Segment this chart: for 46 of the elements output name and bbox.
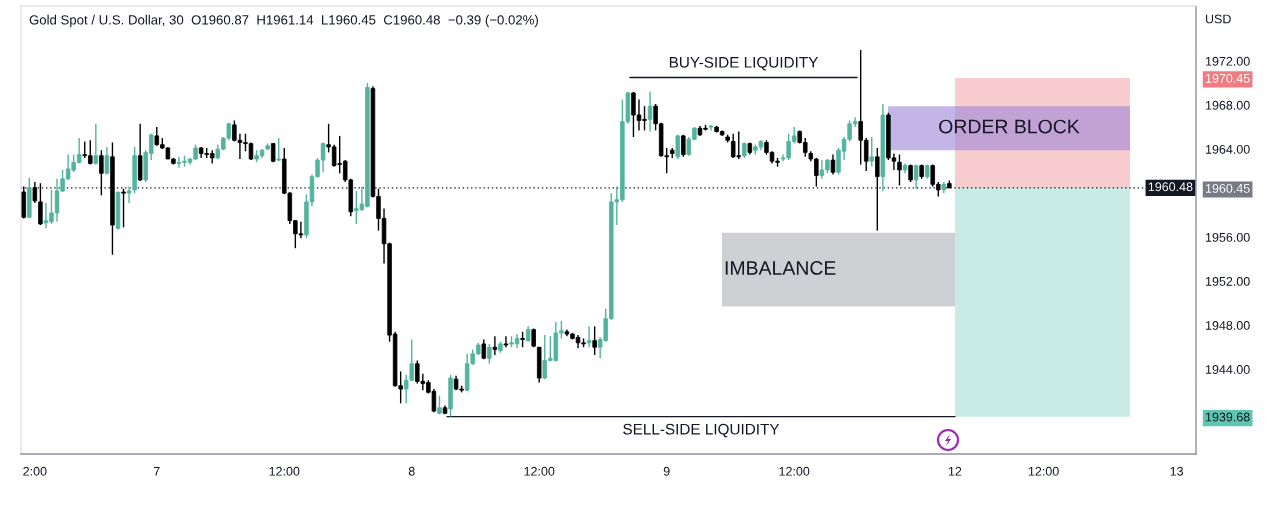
ref-line-label: BUY-SIDE LIQUIDITY [669,56,819,71]
y-tick-label: 1952.00 [1205,276,1250,286]
candlestick [913,163,919,190]
candlestick [487,343,492,365]
y-tick-label: 1964.00 [1205,144,1250,154]
x-tick-label: 12:00 [1028,466,1059,476]
candlestick [830,153,836,176]
candlestick [897,153,902,187]
y-axis-title: USD [1205,14,1231,24]
candlestick [104,146,110,176]
candlestick [869,136,875,168]
x-tick-label: 12 [948,466,962,476]
candlestick [647,91,653,133]
y-tick-label: 1944.00 [1205,365,1250,374]
candlestick [875,147,880,232]
candlestick [675,134,681,160]
candlestick [586,325,592,348]
band-label: IMBALANCE [725,261,836,275]
candlestick [121,188,126,228]
x-tick-label: 2:00 [23,466,47,476]
candlestick [503,335,509,348]
candlestick [38,182,43,226]
y-tick-label: 1956.00 [1205,232,1250,242]
candlestick [99,149,104,197]
y-tick-label: 1960.45 [1205,183,1250,193]
x-tick-label: 8 [408,466,415,476]
y-tick-label: 1972.00 [1205,56,1250,66]
x-tick-label: 12:00 [524,466,555,476]
text: Gold Spot / U.S. Dollar, 30 O1960.87 H1961.14 L1960.45 C1960.48 −0.39 (−0.02%) [29,14,538,28]
candlestick [492,335,498,356]
candlestick [32,181,38,204]
candlestick [126,185,132,204]
x-tick-label: 12:00 [779,466,810,476]
band-label: ORDER BLOCK [939,119,1080,134]
y-tick-label: 1968.00 [1205,100,1250,110]
candlestick [592,325,597,356]
candlestick [93,123,99,166]
ref-line-label: 1960.48 [1148,182,1193,192]
y-tick-label: 1939.68 [1205,412,1250,422]
x-tick-label: 9 [663,466,670,476]
x-tick-label: 13 [1170,466,1183,476]
ref-line-label: SELL-SIDE LIQUIDITY [623,423,780,438]
y-tick-label: 1970.45 [1205,73,1250,83]
x-tick-label: 12:00 [269,466,300,476]
x-tick-label: 7 [153,466,160,476]
y-tick-label: 1948.00 [1205,321,1250,330]
